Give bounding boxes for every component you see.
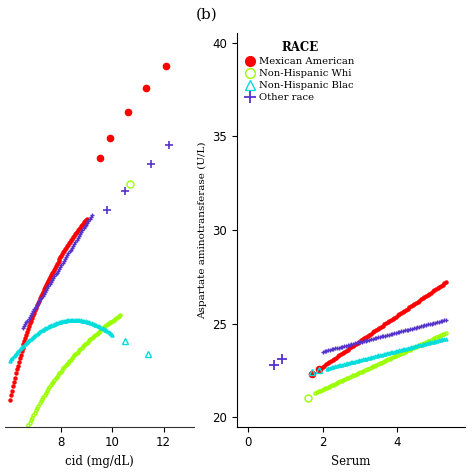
X-axis label: Serum: Serum	[331, 455, 371, 468]
Legend: Mexican American, Non-Hispanic Whi, Non-Hispanic Blac, Other race: Mexican American, Non-Hispanic Whi, Non-…	[242, 38, 357, 105]
Text: (b): (b)	[196, 8, 218, 21]
X-axis label: cid (mg/dL): cid (mg/dL)	[65, 455, 134, 468]
Y-axis label: Aspartate aminotransferase (U/L): Aspartate aminotransferase (U/L)	[198, 141, 207, 319]
